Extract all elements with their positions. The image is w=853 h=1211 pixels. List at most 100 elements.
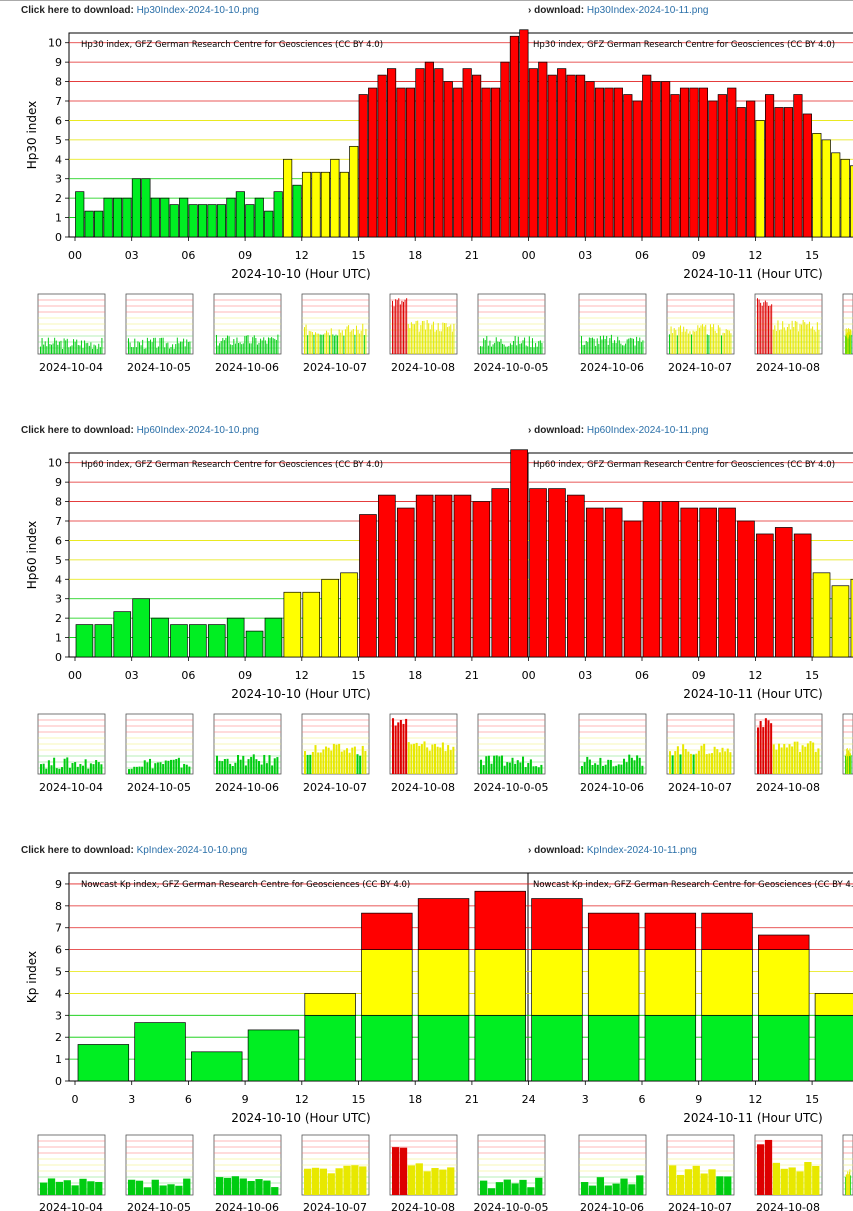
thumbnail[interactable] <box>125 713 194 775</box>
thumbnail[interactable] <box>754 293 823 355</box>
y-tick-label: 1 <box>55 1053 62 1066</box>
thumbnail[interactable] <box>389 713 458 775</box>
y-tick-label: 9 <box>55 476 62 489</box>
bar <box>557 68 567 238</box>
hp60-thumbnails: 2024-10-04 2024-10-05 2024-10-06 2024-10-07… <box>37 713 853 794</box>
thumbnail-date: 2024-10-07 <box>668 361 732 374</box>
x-tick-label: 3 <box>128 1093 135 1106</box>
bar <box>831 585 850 658</box>
y-tick-label: 2 <box>55 612 62 625</box>
hp60-download-link-left[interactable]: Hp60Index-2024-10-10.png <box>136 425 259 436</box>
bar <box>216 204 227 238</box>
y-tick-label: 9 <box>55 56 62 69</box>
y-axis-label: Hp30 index <box>25 101 39 170</box>
hp60-download-left: Click here to download: Hp60Index-2024-1… <box>21 425 259 436</box>
bar <box>141 178 151 238</box>
bar <box>679 87 690 238</box>
x-tick-label: 21 <box>465 249 479 262</box>
bar-segment <box>701 949 753 1016</box>
chart-title-right: Hp60 index, GFZ German Research Centre f… <box>533 460 835 470</box>
thumbnail[interactable] <box>842 713 853 775</box>
bar <box>131 178 141 238</box>
bar <box>472 74 482 238</box>
y-tick-label: 8 <box>55 496 62 509</box>
hp30-download-link-left[interactable]: Hp30Index-2024-10-10.png <box>136 5 259 16</box>
bar <box>377 74 387 238</box>
hp60-download-link-right[interactable]: Hp60Index-2024-10-11.png <box>586 425 709 436</box>
x-tick-label: 03 <box>578 249 592 262</box>
x-axis-label-right: 2024-10-11 (Hour UTC) <box>683 687 822 701</box>
y-tick-label: 7 <box>55 515 62 528</box>
x-tick-label: 00 <box>68 669 82 682</box>
x-tick-label: 12 <box>748 249 762 262</box>
thumbnail[interactable] <box>213 293 282 355</box>
thumbnail[interactable] <box>666 713 735 775</box>
thumbnail[interactable] <box>37 713 106 775</box>
thumbnail-date: 2024-10-0-05 <box>474 1201 549 1211</box>
bar <box>301 171 312 238</box>
thumbnail[interactable] <box>477 713 546 775</box>
bar <box>358 94 368 238</box>
kp-download-link-right[interactable]: KpIndex-2024-10-11.png <box>586 845 697 856</box>
bar <box>207 624 226 658</box>
y-tick-label: 6 <box>55 114 62 127</box>
bar-segment <box>417 898 470 950</box>
thumbnail[interactable] <box>578 293 647 355</box>
thumbnail[interactable] <box>842 1134 853 1196</box>
thumbnail[interactable] <box>125 293 194 355</box>
thumbnail[interactable] <box>578 1134 647 1196</box>
hp30-download-link-right[interactable]: Hp30Index-2024-10-11.png <box>586 5 709 16</box>
y-tick-label: 10 <box>48 457 62 470</box>
thumbnail[interactable] <box>301 293 370 355</box>
thumbnail[interactable] <box>666 293 735 355</box>
bar <box>340 572 358 658</box>
bar <box>264 617 283 658</box>
thumbnail[interactable] <box>389 1134 458 1196</box>
thumbnail[interactable] <box>301 1134 370 1196</box>
bar <box>245 630 264 658</box>
x-tick-label: 21 <box>465 1093 479 1106</box>
y-axis-label: Hp60 index <box>25 521 39 590</box>
thumbnail[interactable] <box>754 1134 823 1196</box>
x-tick-label: 15 <box>352 1093 366 1106</box>
bar-segment <box>701 1014 753 1082</box>
kp-download-link-left[interactable]: KpIndex-2024-10-10.png <box>136 845 248 856</box>
y-tick-label: 8 <box>55 900 62 913</box>
y-tick-label: 5 <box>55 134 62 147</box>
thumbnail-date: 2024-10-07 <box>303 361 367 374</box>
bar-segment <box>77 1044 130 1082</box>
bar <box>170 624 188 658</box>
thumbnail[interactable] <box>389 293 458 355</box>
thumbnail-date: 2024-10-06 <box>580 781 644 794</box>
thumbnail[interactable] <box>578 713 647 775</box>
bar-segment <box>361 912 413 950</box>
bar <box>198 204 208 238</box>
thumbnail[interactable] <box>666 1134 735 1196</box>
bar <box>727 87 737 238</box>
bar <box>547 74 557 238</box>
thumbnail-date: 2024-10-06 <box>215 781 279 794</box>
bar <box>756 533 774 658</box>
x-tick-label: 03 <box>125 669 139 682</box>
download-label: › download: <box>528 5 585 16</box>
x-tick-label: 12 <box>748 1093 762 1106</box>
thumbnail[interactable] <box>477 1134 546 1196</box>
thumbnail[interactable] <box>301 713 370 775</box>
thumbnail[interactable] <box>37 293 106 355</box>
thumbnail[interactable] <box>213 713 282 775</box>
thumbnail[interactable] <box>213 1134 282 1196</box>
bar <box>453 494 472 658</box>
bar <box>774 107 784 238</box>
bar <box>623 520 642 658</box>
thumbnail[interactable] <box>477 293 546 355</box>
y-tick-label: 6 <box>55 944 62 957</box>
chart-title-right: Nowcast Kp index, GFZ German Research Ce… <box>533 880 853 890</box>
thumbnail[interactable] <box>754 713 823 775</box>
thumbnail[interactable] <box>842 293 853 355</box>
bar <box>821 139 831 238</box>
bar <box>717 94 727 238</box>
thumbnail[interactable] <box>37 1134 106 1196</box>
thumbnail[interactable] <box>125 1134 194 1196</box>
